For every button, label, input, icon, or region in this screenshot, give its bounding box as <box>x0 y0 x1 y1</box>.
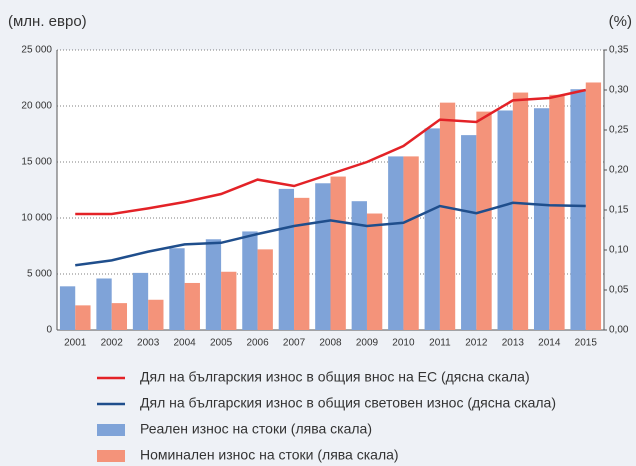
bar <box>476 111 492 330</box>
bar <box>497 110 513 330</box>
x-tick-label: 2012 <box>465 338 488 349</box>
bar <box>169 248 185 330</box>
legend-symbol <box>97 424 125 436</box>
legend-label: Дял на българския износ в общия световен… <box>140 395 556 411</box>
y2-tick-label: 0,20 <box>609 165 629 176</box>
y-tick-label: 25 000 <box>21 45 52 56</box>
y2-tick-label: 0,30 <box>609 85 629 96</box>
bar <box>59 286 76 330</box>
x-tick-label: 2005 <box>210 338 233 349</box>
y-axis-label: (млн. евро) <box>8 13 87 30</box>
x-tick-label: 2004 <box>174 338 197 349</box>
x-tick-label: 2013 <box>502 338 525 349</box>
bar <box>205 239 222 330</box>
y-tick-label: 0 <box>46 325 52 336</box>
bar <box>549 94 565 330</box>
y2-tick-label: 0,15 <box>609 205 629 216</box>
legend-label: Номинален износ на стоки (лява скала) <box>140 447 399 463</box>
x-tick-label: 2015 <box>575 338 598 349</box>
x-tick-label: 2011 <box>429 338 451 349</box>
bar <box>461 135 477 330</box>
x-tick-label: 2014 <box>538 338 561 349</box>
legend-label: Реален износ на стоки (лява скала) <box>140 421 372 437</box>
bar <box>75 305 91 330</box>
x-tick-label: 2001 <box>64 338 87 349</box>
bar <box>512 92 529 330</box>
bar <box>184 282 200 330</box>
bar <box>403 156 419 330</box>
bar <box>533 108 550 331</box>
bar <box>221 271 237 330</box>
x-tick-label: 2007 <box>283 338 306 349</box>
bar <box>148 299 164 330</box>
legend-symbol <box>97 450 125 462</box>
x-tick-label: 2002 <box>101 338 124 349</box>
bar <box>294 197 310 330</box>
y2-tick-label: 0,00 <box>609 325 629 336</box>
bar <box>315 183 331 330</box>
bar <box>132 272 149 330</box>
x-tick-label: 2003 <box>137 338 160 349</box>
bar <box>111 303 128 330</box>
y2-tick-label: 0,05 <box>609 285 629 296</box>
line <box>75 88 587 216</box>
y-tick-label: 20 000 <box>21 101 52 112</box>
y2-tick-label: 0,25 <box>609 125 629 136</box>
bar <box>257 249 273 330</box>
bar <box>96 278 112 330</box>
y-tick-label: 10 000 <box>21 213 52 224</box>
bar <box>278 188 295 330</box>
line <box>75 201 586 267</box>
x-tick-label: 2008 <box>319 338 342 349</box>
y2-tick-label: 0,35 <box>609 45 629 56</box>
bar <box>388 156 404 330</box>
x-tick-label: 2006 <box>246 338 269 349</box>
bar <box>330 176 346 330</box>
bar <box>585 82 602 330</box>
bar <box>424 128 440 330</box>
y-tick-label: 5 000 <box>27 269 52 280</box>
y2-tick-label: 0,10 <box>609 245 629 256</box>
bar <box>570 89 586 330</box>
x-tick-label: 2010 <box>392 338 415 349</box>
x-tick-label: 2009 <box>356 338 379 349</box>
y2-axis-label: (%) <box>609 13 632 30</box>
bar <box>351 201 367 330</box>
y-tick-label: 15 000 <box>21 157 52 168</box>
bar <box>242 231 258 330</box>
bar <box>366 213 383 330</box>
legend-label: Дял на българския износ в общия внос на … <box>140 369 530 385</box>
bar <box>439 102 456 330</box>
